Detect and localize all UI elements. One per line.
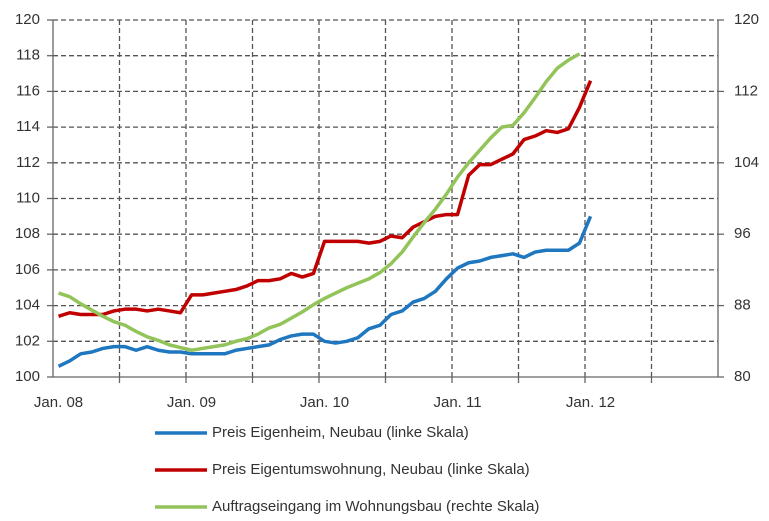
series-line — [58, 52, 581, 352]
y-tick-label: 114 — [16, 118, 40, 135]
y2-tick-label: 112 — [734, 82, 758, 99]
y-tick-label: 110 — [16, 189, 40, 206]
x-tick-label: Jan. 12 — [566, 394, 615, 411]
y-tick-label: 108 — [15, 225, 40, 242]
y2-tick-label: 80 — [734, 368, 751, 385]
legend-label: Preis Eigenheim, Neubau (linke Skala) — [212, 424, 469, 441]
y2-tick-label: 104 — [734, 154, 759, 171]
y2-tick-label: 120 — [734, 11, 759, 28]
y-tick-label: 106 — [15, 261, 40, 278]
x-tick-label: Jan. 10 — [300, 394, 349, 411]
y-tick-label: 100 — [15, 368, 40, 385]
y-tick-label: 104 — [15, 297, 40, 314]
legend-label: Preis Eigentumswohnung, Neubau (linke Sk… — [212, 461, 530, 478]
y-tick-label: 116 — [16, 82, 40, 99]
y-tick-label: 120 — [15, 11, 40, 28]
y-tick-label: 102 — [15, 332, 40, 349]
y-tick-label: 118 — [16, 47, 40, 64]
series-line — [57, 215, 593, 368]
series-line — [58, 80, 593, 318]
x-tick-label: Jan. 09 — [167, 394, 216, 411]
y2-tick-label: 96 — [734, 225, 751, 242]
x-tick-label: Jan. 08 — [34, 394, 83, 411]
x-tick-label: Jan. 11 — [433, 394, 481, 411]
y-tick-label: 112 — [16, 154, 40, 171]
legend-label: Auftragseingang im Wohnungsbau (rechte S… — [212, 498, 539, 515]
y2-tick-label: 88 — [734, 297, 751, 314]
